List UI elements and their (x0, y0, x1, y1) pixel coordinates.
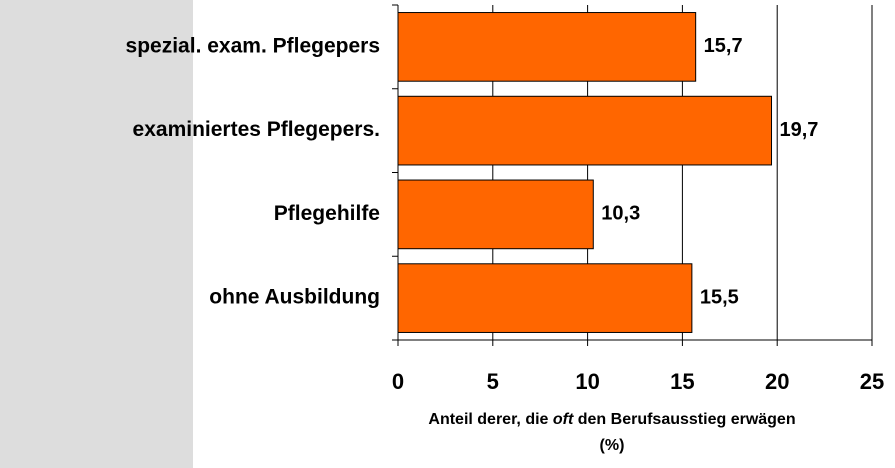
bar (397, 179, 594, 250)
x-tick-label: 10 (575, 369, 599, 394)
x-axis-label: Anteil derer, die oft den Berufsausstieg… (428, 411, 795, 428)
x-axis-label-part: den Berufsausstieg erwägen (573, 411, 795, 428)
side-panel (0, 0, 193, 468)
x-axis-label-part: Anteil derer, die (428, 411, 552, 428)
x-tick-label: 15 (670, 369, 694, 394)
y-tick-label: examiniertes Pflegepers. (133, 118, 380, 141)
bar (397, 263, 693, 333)
x-tick-label: 0 (392, 369, 404, 394)
value-label: 19,7 (780, 119, 819, 141)
x-axis-label-unit: (%) (600, 437, 625, 454)
y-tick-label: ohne Ausbildung (209, 286, 380, 309)
y-tick-label: spezial. exam. Pflegepers (126, 34, 380, 57)
value-label: 10,3 (601, 203, 640, 225)
x-tick-label: 20 (765, 369, 789, 394)
bar (397, 12, 697, 82)
bar (397, 95, 773, 166)
y-tick-label: Pflegehilfe (274, 202, 380, 225)
x-tick-label: 25 (860, 369, 884, 394)
x-axis-label-emphasis: oft (553, 411, 574, 428)
x-tick-label: 5 (487, 369, 499, 394)
value-label: 15,7 (704, 35, 743, 57)
value-label: 15,5 (700, 286, 739, 308)
